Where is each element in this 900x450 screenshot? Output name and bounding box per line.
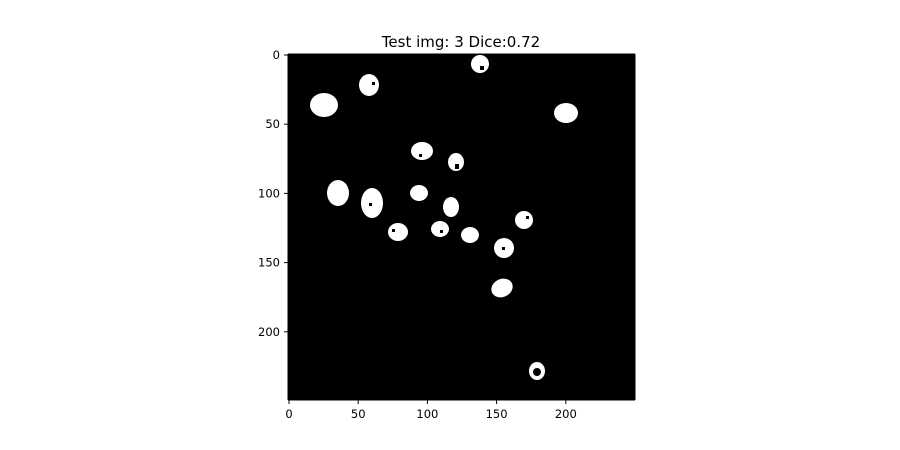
axes-frame bbox=[287, 53, 636, 401]
x-tick-label: 200 bbox=[555, 407, 577, 421]
cell-blob bbox=[471, 55, 489, 73]
mask-holes bbox=[369, 66, 529, 250]
cell-blob bbox=[411, 142, 433, 160]
x-axis: 0 50 100 150 200 bbox=[285, 400, 577, 421]
mask-image-background bbox=[288, 54, 635, 400]
y-tick-label: 100 bbox=[258, 186, 280, 200]
cell-blob bbox=[327, 180, 349, 206]
cell-blob bbox=[388, 223, 408, 241]
figure-title: Test img: 3 Dice:0.72 bbox=[381, 33, 540, 51]
cell-blob bbox=[461, 227, 479, 243]
y-tick-label: 150 bbox=[258, 256, 280, 270]
y-tick-label: 50 bbox=[265, 117, 280, 131]
cell-blob bbox=[431, 221, 449, 237]
y-axis: 0 50 100 150 200 bbox=[258, 48, 288, 339]
x-tick-label: 0 bbox=[285, 407, 292, 421]
y-tick-label: 200 bbox=[258, 325, 280, 339]
cell-blob bbox=[515, 211, 533, 229]
cell-blob bbox=[310, 93, 338, 117]
x-tick-label: 150 bbox=[486, 407, 508, 421]
cell-blob bbox=[491, 278, 513, 298]
x-tick-label: 100 bbox=[416, 407, 438, 421]
cell-blob bbox=[554, 103, 578, 123]
y-tick-label: 0 bbox=[273, 48, 280, 62]
cell-blob bbox=[443, 197, 459, 217]
cell-blob bbox=[410, 185, 428, 201]
cell-blob bbox=[448, 153, 464, 171]
x-tick-label: 50 bbox=[351, 407, 366, 421]
cell-blob-ring bbox=[529, 362, 545, 380]
cell-blob bbox=[359, 74, 379, 96]
